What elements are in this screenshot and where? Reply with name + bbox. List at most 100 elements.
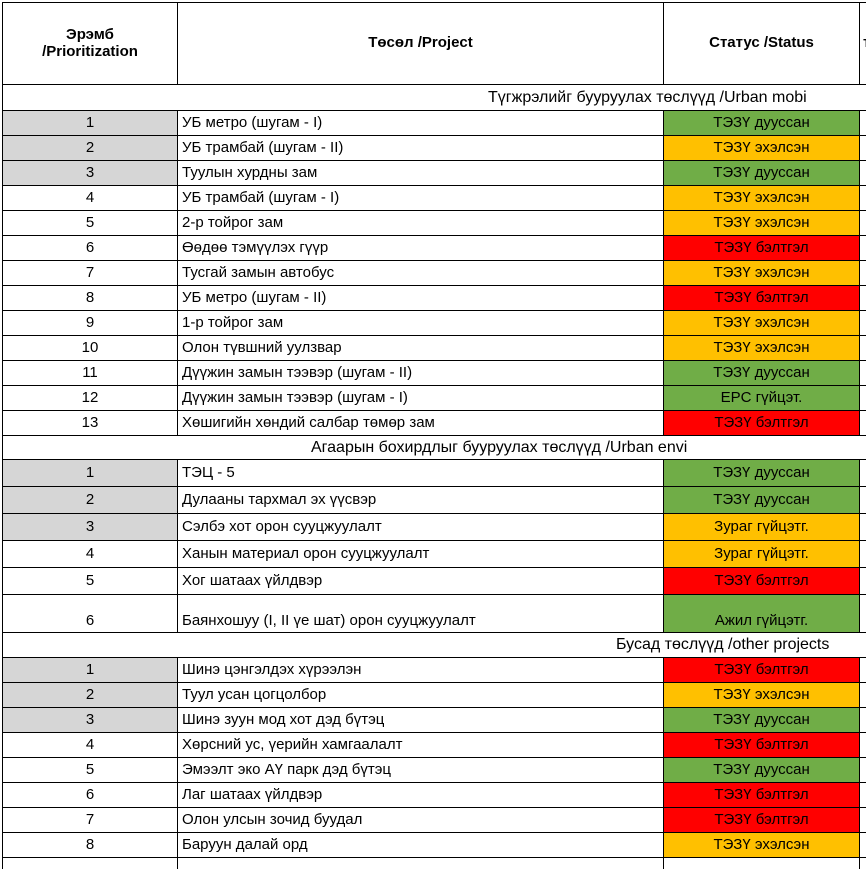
- status-cell[interactable]: ТЭЗҮ эхэлсэн: [664, 336, 860, 361]
- project-cell[interactable]: [178, 858, 664, 869]
- project-cell[interactable]: Шинэ зуун мод хот дэд бүтэц: [178, 708, 664, 733]
- project-cell[interactable]: Шинэ цэнгэлдэх хүрээлэн: [178, 658, 664, 683]
- next-column-cell[interactable]: [860, 568, 866, 595]
- priority-cell[interactable]: 3: [3, 708, 178, 733]
- project-cell[interactable]: Дүүжин замын тээвэр (шугам - II): [178, 361, 664, 386]
- project-cell[interactable]: Олон түвшний уулзвар: [178, 336, 664, 361]
- status-cell[interactable]: ТЭЗҮ бэлтгэл: [664, 411, 860, 436]
- project-cell[interactable]: Туул усан цогцолбор: [178, 683, 664, 708]
- priority-cell[interactable]: 5: [3, 568, 178, 595]
- priority-cell[interactable]: 8: [3, 833, 178, 858]
- next-column-cell[interactable]: [860, 411, 866, 436]
- status-cell[interactable]: EPC гүйцэт.: [664, 386, 860, 411]
- priority-cell[interactable]: 10: [3, 336, 178, 361]
- priority-cell[interactable]: 2: [3, 136, 178, 161]
- status-cell[interactable]: ТЭЗҮ дууссан: [664, 758, 860, 783]
- project-cell[interactable]: Дулааны тархмал эх үүсвэр: [178, 487, 664, 514]
- status-cell[interactable]: ТЭЗҮ дууссан: [664, 487, 860, 514]
- next-column-cell[interactable]: [860, 833, 866, 858]
- project-cell[interactable]: Олон улсын зочид буудал: [178, 808, 664, 833]
- project-cell[interactable]: Тусгай замын автобус: [178, 261, 664, 286]
- status-cell[interactable]: ТЭЗҮ бэлтгэл: [664, 286, 860, 311]
- priority-cell[interactable]: 11: [3, 361, 178, 386]
- status-cell[interactable]: ТЭЗҮ эхэлсэн: [664, 311, 860, 336]
- priority-cell[interactable]: 3: [3, 514, 178, 541]
- section-header-urban-mobility[interactable]: Түгжрэлийг бууруулах төслүүд /Urban mobi: [3, 85, 866, 111]
- project-cell[interactable]: 1-р тойрог зам: [178, 311, 664, 336]
- status-cell[interactable]: Ажил гүйцэтг.: [664, 595, 860, 633]
- next-column-cell[interactable]: [860, 336, 866, 361]
- next-column-cell[interactable]: [860, 311, 866, 336]
- next-column-cell[interactable]: [860, 733, 866, 758]
- next-column-cell[interactable]: [860, 111, 866, 136]
- project-cell[interactable]: Туулын хурдны зам: [178, 161, 664, 186]
- priority-cell[interactable]: 4: [3, 541, 178, 568]
- status-cell[interactable]: ТЭЗҮ эхэлсэн: [664, 833, 860, 858]
- next-column-cell[interactable]: [860, 783, 866, 808]
- next-column-cell[interactable]: [860, 236, 866, 261]
- priority-cell[interactable]: 4: [3, 733, 178, 758]
- next-column-cell[interactable]: [860, 595, 866, 633]
- priority-cell[interactable]: 1: [3, 111, 178, 136]
- project-cell[interactable]: Хог шатаах үйлдвэр: [178, 568, 664, 595]
- status-cell[interactable]: Зураг гүйцэтг.: [664, 541, 860, 568]
- next-column-cell[interactable]: [860, 514, 866, 541]
- header-cell-next-column[interactable]: т: [860, 3, 866, 85]
- project-cell[interactable]: Дүүжин замын тээвэр (шугам - I): [178, 386, 664, 411]
- project-cell[interactable]: Хөрсний ус, үерийн хамгаалалт: [178, 733, 664, 758]
- status-cell[interactable]: ТЭЗҮ дууссан: [664, 111, 860, 136]
- project-cell[interactable]: УБ трамбай (шугам - I): [178, 186, 664, 211]
- status-cell[interactable]: ТЭЗҮ эхэлсэн: [664, 261, 860, 286]
- project-cell[interactable]: Лаг шатаах үйлдвэр: [178, 783, 664, 808]
- header-cell-prioritization[interactable]: Эрэмб /Prioritization: [3, 3, 178, 85]
- status-cell[interactable]: ТЭЗҮ дууссан: [664, 161, 860, 186]
- project-cell[interactable]: Сэлбэ хот орон сууцжуулалт: [178, 514, 664, 541]
- project-cell[interactable]: УБ трамбай (шугам - II): [178, 136, 664, 161]
- project-cell[interactable]: ТЭЦ - 5: [178, 460, 664, 487]
- status-cell[interactable]: Зураг гүйцэтг.: [664, 514, 860, 541]
- status-cell[interactable]: ТЭЗҮ дууссан: [664, 361, 860, 386]
- status-cell[interactable]: ТЭЗҮ эхэлсэн: [664, 683, 860, 708]
- status-cell[interactable]: ТЭЗҮ дууссан: [664, 708, 860, 733]
- project-cell[interactable]: Баруун далай орд: [178, 833, 664, 858]
- priority-cell[interactable]: 3: [3, 161, 178, 186]
- priority-cell[interactable]: 7: [3, 261, 178, 286]
- priority-cell[interactable]: 6: [3, 783, 178, 808]
- status-cell[interactable]: ТЭЗҮ бэлтгэл: [664, 236, 860, 261]
- next-column-cell[interactable]: [860, 136, 866, 161]
- priority-cell[interactable]: 8: [3, 286, 178, 311]
- status-cell[interactable]: ТЭЗҮ эхэлсэн: [664, 186, 860, 211]
- status-cell[interactable]: ТЭЗҮ эхэлсэн: [664, 211, 860, 236]
- next-column-cell[interactable]: [860, 186, 866, 211]
- next-column-cell[interactable]: [860, 161, 866, 186]
- next-column-cell[interactable]: [860, 758, 866, 783]
- project-cell[interactable]: Өөдөө тэмүүлэх гүүр: [178, 236, 664, 261]
- next-column-cell[interactable]: [860, 683, 866, 708]
- priority-cell[interactable]: 1: [3, 658, 178, 683]
- status-cell[interactable]: ТЭЗҮ бэлтгэл: [664, 808, 860, 833]
- section-header-other-projects[interactable]: Бусад төслүүд /other projects: [3, 633, 866, 658]
- section-header-urban-environment[interactable]: Агаарын бохирдлыг бууруулах төслүүд /Urb…: [3, 436, 866, 460]
- priority-cell[interactable]: [3, 858, 178, 869]
- status-cell[interactable]: ТЭЗҮ бэлтгэл: [664, 733, 860, 758]
- project-cell[interactable]: Эмээлт эко АҮ парк дэд бүтэц: [178, 758, 664, 783]
- priority-cell[interactable]: 6: [3, 236, 178, 261]
- priority-cell[interactable]: 2: [3, 487, 178, 514]
- priority-cell[interactable]: 2: [3, 683, 178, 708]
- project-cell[interactable]: Хөшигийн хөндий салбар төмөр зам: [178, 411, 664, 436]
- next-column-cell[interactable]: [860, 211, 866, 236]
- priority-cell[interactable]: 1: [3, 460, 178, 487]
- status-cell[interactable]: ТЭЗҮ бэлтгэл: [664, 568, 860, 595]
- project-cell[interactable]: 2-р тойрог зам: [178, 211, 664, 236]
- next-column-cell[interactable]: [860, 386, 866, 411]
- next-column-cell[interactable]: [860, 541, 866, 568]
- status-cell[interactable]: ТЭЗҮ бэлтгэл: [664, 783, 860, 808]
- priority-cell[interactable]: 7: [3, 808, 178, 833]
- status-cell[interactable]: ТЭЗҮ дууссан: [664, 460, 860, 487]
- next-column-cell[interactable]: [860, 487, 866, 514]
- next-column-cell[interactable]: [860, 858, 866, 869]
- priority-cell[interactable]: 5: [3, 211, 178, 236]
- project-cell[interactable]: Баянхошуу (I, II үе шат) орон сууцжуулал…: [178, 595, 664, 633]
- status-cell[interactable]: ТЭЗҮ бэлтгэл: [664, 658, 860, 683]
- header-cell-status[interactable]: Статус /Status: [664, 3, 860, 85]
